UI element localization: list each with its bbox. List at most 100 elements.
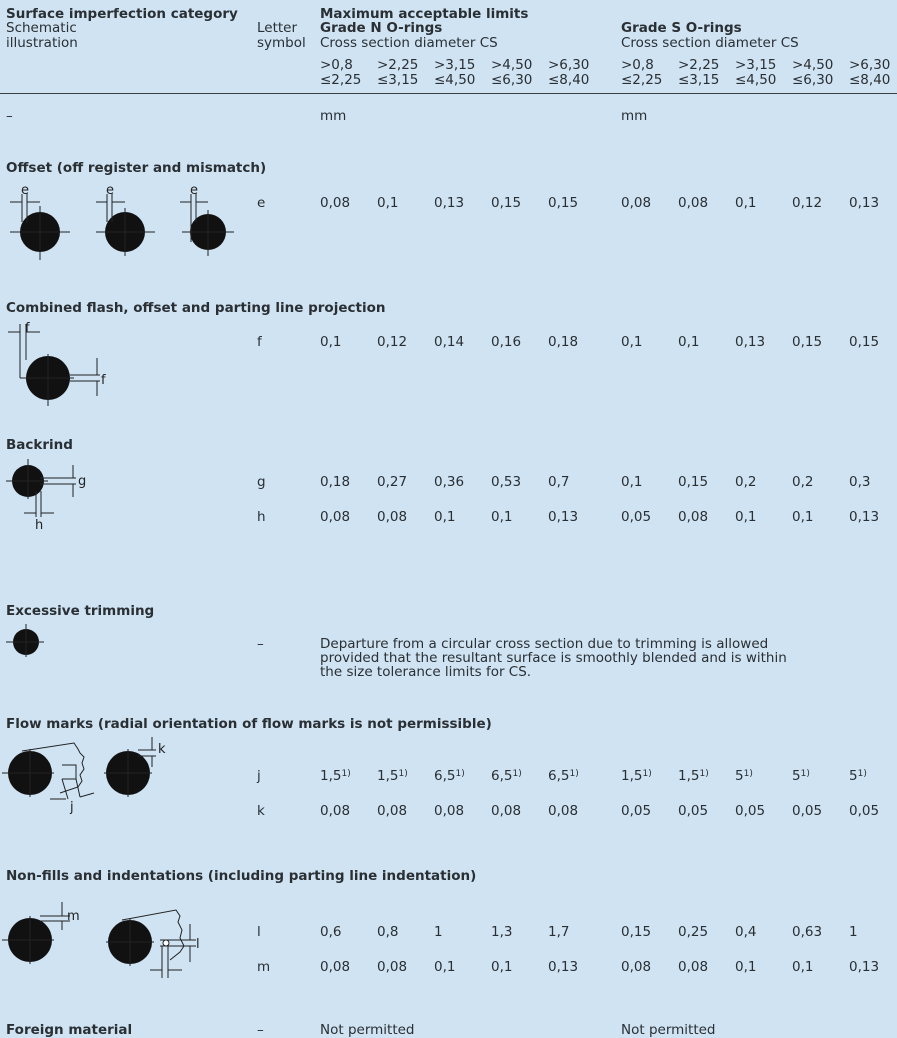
grade-n-value-cell: 0,15 xyxy=(491,195,522,211)
grade-s-value-cell: 51) xyxy=(792,768,810,784)
combined-flash-illustration: f f xyxy=(8,321,106,406)
grade-s-value-cell: 0,13 xyxy=(849,195,880,211)
grade-n-range-min: >6,30 xyxy=(548,57,590,73)
letter-symbol: l xyxy=(257,924,261,940)
grade-s-value-cell: 0,2 xyxy=(735,474,757,490)
grade-n-value-cell: 1,3 xyxy=(491,924,513,940)
grade-n-value-cell: 1,51) xyxy=(377,768,408,784)
grade-n-value-cell: 0,18 xyxy=(548,334,579,350)
grade-n-value-cell: 1,7 xyxy=(548,924,570,940)
footnote-ref: 1) xyxy=(642,769,652,779)
grade-n-value-cell: 0,6 xyxy=(320,924,342,940)
footnote-ref: 1) xyxy=(743,769,753,779)
grade-s-value-cell: 0,08 xyxy=(621,195,652,211)
grade-s-value-cell: 0,4 xyxy=(735,924,757,940)
grade-n-value-cell: 0,1 xyxy=(377,195,399,211)
section-title-combined-flash: Combined flash, offset and parting line … xyxy=(6,300,386,316)
grade-s-cs-label: Cross section diameter CS xyxy=(621,35,799,51)
grade-n-value-cell: 6,51) xyxy=(434,768,465,784)
grade-s-range-max: ≤6,30 xyxy=(792,72,834,88)
grade-s-value-cell: 0,08 xyxy=(678,195,709,211)
grade-n-value-cell: 0,8 xyxy=(377,924,399,940)
grade-n-value-cell: 0,36 xyxy=(434,474,465,490)
trimming-note-line-2: provided that the resultant surface is s… xyxy=(320,650,787,666)
grade-s-value-cell: 0,05 xyxy=(792,803,823,819)
grade-s-value-cell: 0,63 xyxy=(792,924,823,940)
grade-s-value-cell: 0,15 xyxy=(792,334,823,350)
svg-text:e: e xyxy=(190,183,198,198)
grade-n-value-cell: 0,1 xyxy=(434,959,456,975)
grade-s-range-min: >6,30 xyxy=(849,57,891,73)
grade-s-range-min: >0,8 xyxy=(621,57,654,73)
max-limits-title: Maximum acceptable limits xyxy=(320,6,529,22)
grade-n-value-cell: 0,08 xyxy=(548,803,579,819)
grade-n-value-cell: 0,1 xyxy=(434,509,456,525)
grade-n-value-cell: 0,13 xyxy=(548,959,579,975)
grade-n-cs-label: Cross section diameter CS xyxy=(320,35,498,51)
footnote-ref: 1) xyxy=(398,769,408,779)
offset-illustration: e e e xyxy=(10,183,234,260)
grade-n-value-cell: 0,1 xyxy=(491,959,513,975)
svg-text:l: l xyxy=(196,937,200,952)
foreign-material-grade-s: Not permitted xyxy=(621,1022,716,1038)
grade-s-value-cell: 0,05 xyxy=(621,509,652,525)
grade-s-value-cell: 0,15 xyxy=(621,924,652,940)
svg-text:g: g xyxy=(78,474,86,489)
schematic-label-2: illustration xyxy=(6,35,78,51)
grade-s-value-cell: 0,1 xyxy=(735,195,757,211)
grade-s-range-max: ≤8,40 xyxy=(849,72,891,88)
footnote-ref: 1) xyxy=(569,769,579,779)
grade-n-range-max: ≤6,30 xyxy=(491,72,533,88)
grade-s-range-max: ≤3,15 xyxy=(678,72,720,88)
grade-s-range-min: >2,25 xyxy=(678,57,720,73)
grade-s-value-cell: 0,2 xyxy=(792,474,814,490)
grade-n-value-cell: 0,7 xyxy=(548,474,570,490)
grade-s-value-cell: 0,08 xyxy=(678,509,709,525)
svg-text:e: e xyxy=(21,183,29,198)
foreign-material-grade-n: Not permitted xyxy=(320,1022,415,1038)
grade-s-value-cell: 0,1 xyxy=(621,474,643,490)
grade-s-value-cell: 0,13 xyxy=(849,509,880,525)
footnote-ref: 1) xyxy=(857,769,867,779)
header-divider xyxy=(0,93,897,94)
grade-n-value-cell: 0,53 xyxy=(491,474,522,490)
excessive-trimming-illustration xyxy=(6,624,44,657)
grade-s-value-cell: 0,05 xyxy=(621,803,652,819)
grade-s-value-cell: 0,15 xyxy=(849,334,880,350)
offset-sketch-3: e xyxy=(180,183,234,256)
grade-n-value-cell: 0,08 xyxy=(320,509,351,525)
grade-s-range-max: ≤2,25 xyxy=(621,72,663,88)
grade-s-range-max: ≤4,50 xyxy=(735,72,777,88)
grade-n-value-cell: 0,08 xyxy=(491,803,522,819)
svg-text:j: j xyxy=(69,800,74,815)
letter-symbol: j xyxy=(257,768,261,784)
letter-symbol: g xyxy=(257,474,266,490)
svg-text:m: m xyxy=(67,909,80,924)
grade-n-range-max: ≤3,15 xyxy=(377,72,419,88)
grade-n-value-cell: 0,14 xyxy=(434,334,465,350)
grade-s-range-min: >3,15 xyxy=(735,57,777,73)
grade-s-value-cell: 0,1 xyxy=(621,334,643,350)
footnote-ref: 1) xyxy=(455,769,465,779)
grade-n-range-min: >4,50 xyxy=(491,57,533,73)
grade-n-value-cell: 6,51) xyxy=(548,768,579,784)
grade-s-value-cell: 0,08 xyxy=(621,959,652,975)
grade-n-value-cell: 0,27 xyxy=(377,474,408,490)
grade-n-range-min: >3,15 xyxy=(434,57,476,73)
offset-sketch-1: e xyxy=(10,183,70,260)
letter-symbol: f xyxy=(257,334,262,350)
grade-s-value-cell: 0,05 xyxy=(735,803,766,819)
section-title-backrind: Backrind xyxy=(6,437,73,453)
grade-n-value-cell: 1,51) xyxy=(320,768,351,784)
trimming-note-line-3: the size tolerance limits for CS. xyxy=(320,664,532,680)
section-title-offset: Offset (off register and mismatch) xyxy=(6,160,267,176)
grade-n-value-cell: 0,08 xyxy=(377,509,408,525)
grade-s-range-min: >4,50 xyxy=(792,57,834,73)
grade-n-range-max: ≤8,40 xyxy=(548,72,590,88)
grade-n-range-min: >2,25 xyxy=(377,57,419,73)
grade-n-value-cell: 1 xyxy=(434,924,443,940)
grade-n-unit: mm xyxy=(320,108,347,124)
grade-n-value-cell: 0,16 xyxy=(491,334,522,350)
grade-s-value-cell: 0,05 xyxy=(849,803,880,819)
non-fills-illustration: m l xyxy=(2,902,200,978)
